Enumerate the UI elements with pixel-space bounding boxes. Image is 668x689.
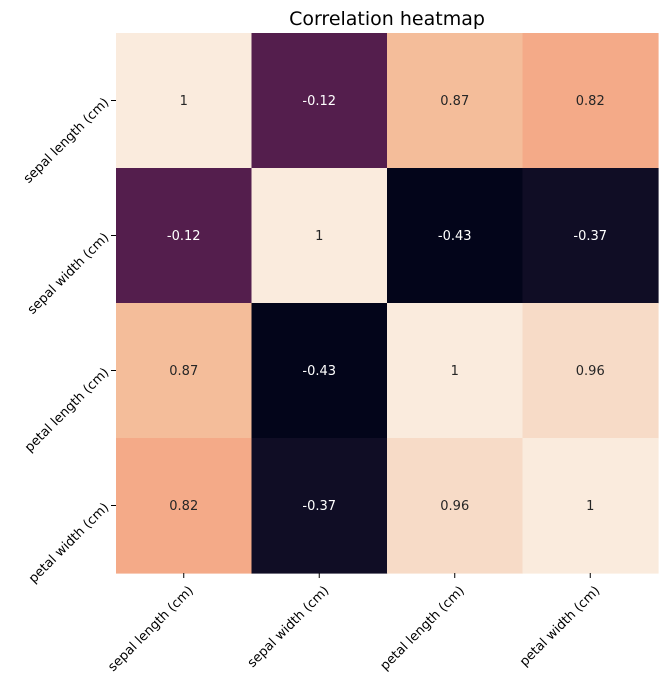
y-tick-label: sepal width (cm) [25,230,112,317]
y-tick-label: sepal length (cm) [21,95,112,186]
heatmap-cell [522,168,659,304]
cell-value-label: 1 [180,94,188,109]
heatmap-cell [251,168,388,304]
x-axis: sepal length (cm) sepal width (cm) petal l… [105,573,603,675]
heatmap-cell [116,168,253,304]
heatmap-cell-labels: 1 -0.12 0.87 0.82 -0.12 1 -0.43 -0.37 0.87 -0.43 1… [167,94,607,514]
heatmap-cell [387,168,524,304]
x-tick-label: petal length (cm) [378,583,468,673]
heatmap-cell [116,438,253,574]
y-axis: sepal length (cm) sepal width (cm) petal l… [21,95,116,586]
heatmap-cell [387,438,524,574]
heatmap-cell [522,438,659,574]
heatmap-cell [387,303,524,439]
cell-value-label: -0.12 [167,229,201,244]
heatmap-cell [387,33,524,169]
x-tick-label: petal width (cm) [517,583,603,669]
cell-value-label: 0.87 [169,364,198,379]
heatmap-cells [116,33,659,574]
y-tick-label: petal width (cm) [26,500,112,586]
heatmap-cell [522,303,659,439]
cell-value-label: -0.12 [302,94,336,109]
cell-value-label: -0.37 [573,229,607,244]
heatmap-cell [251,438,388,574]
y-tick-label: petal length (cm) [22,365,112,455]
cell-value-label: 1 [451,364,459,379]
cell-value-label: 0.82 [576,94,605,109]
cell-value-label: 0.96 [440,499,469,514]
cell-value-label: 1 [586,499,594,514]
cell-value-label: 0.96 [576,364,605,379]
cell-value-label: 1 [315,229,323,244]
cell-value-label: -0.43 [302,364,336,379]
chart-title: Correlation heatmap [289,8,485,30]
cell-value-label: -0.37 [302,499,336,514]
heatmap-cell [116,303,253,439]
x-tick-label: sepal length (cm) [105,583,196,674]
cell-value-label: 0.82 [169,499,198,514]
heatmap-cell [251,33,388,169]
heatmap-cell [116,33,253,169]
heatmap-cell [522,33,659,169]
x-tick-label: sepal width (cm) [245,583,332,670]
cell-value-label: -0.43 [438,229,472,244]
cell-value-label: 0.87 [440,94,469,109]
heatmap-cell [251,303,388,439]
